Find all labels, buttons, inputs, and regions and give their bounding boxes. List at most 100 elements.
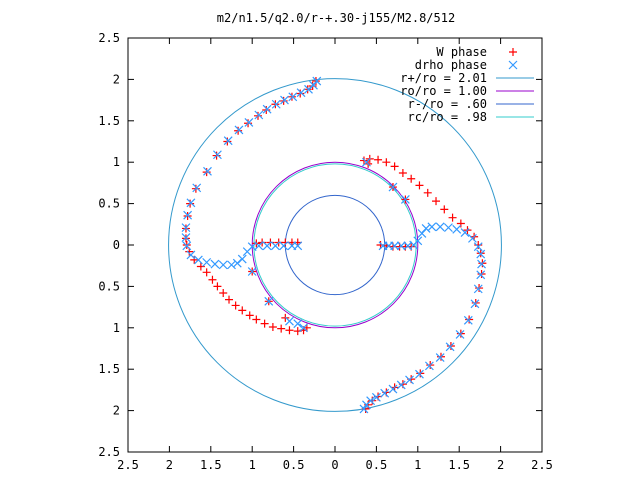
series-1-point-17 bbox=[181, 223, 191, 233]
series-1-point-14 bbox=[192, 183, 202, 193]
legend-label-1: drho phase bbox=[415, 58, 487, 72]
series-0-point-51 bbox=[374, 155, 383, 164]
series-1-point-75 bbox=[378, 241, 388, 251]
series-0-point-23 bbox=[202, 268, 211, 277]
legend-marker-0 bbox=[509, 48, 517, 56]
series-1-point-77 bbox=[388, 182, 398, 192]
series-0-point-34 bbox=[277, 324, 286, 333]
series-0-point-27 bbox=[225, 295, 234, 304]
axis-ticks: 2.5 2 1.5 1 0.5 0 0.5 1 1.5 2 2.52.521.510.500.511… bbox=[98, 31, 553, 472]
x-tick-label-2: 1.5 bbox=[200, 458, 222, 472]
reference-circle-1 bbox=[251, 161, 419, 329]
legend-marker-1 bbox=[508, 60, 518, 70]
series-1-point-9 bbox=[244, 118, 254, 127]
x-tick-label-10: 2.5 bbox=[531, 458, 553, 472]
series-1-point-13 bbox=[203, 166, 212, 176]
series-1-point-20 bbox=[186, 250, 196, 260]
series-1-point-30 bbox=[254, 241, 264, 251]
series-1-point-35 bbox=[293, 241, 303, 251]
series-1-point-65 bbox=[435, 222, 445, 232]
series-0-point-60 bbox=[448, 213, 457, 222]
x-tick-label-9: 2 bbox=[497, 458, 504, 472]
series-1-point-78 bbox=[400, 195, 410, 204]
series-0-point-57 bbox=[423, 188, 432, 197]
series-0-point-24 bbox=[208, 275, 217, 284]
series-1-point-51 bbox=[435, 353, 445, 363]
series-1-point-4 bbox=[288, 92, 298, 102]
series-1-point-59 bbox=[476, 249, 486, 259]
series-0-point-32 bbox=[260, 319, 269, 328]
series-1-point-72 bbox=[396, 241, 406, 251]
series-1-point-12 bbox=[212, 150, 222, 160]
x-tick-label-7: 1 bbox=[414, 458, 421, 472]
series-1-point-3 bbox=[296, 88, 306, 98]
series-0-point-28 bbox=[231, 301, 240, 310]
series-1-point-2 bbox=[304, 84, 313, 94]
series-0-point-21 bbox=[190, 255, 199, 264]
series-1-point-47 bbox=[396, 380, 406, 390]
series-1-point-45 bbox=[380, 388, 390, 398]
series-0-point-22 bbox=[196, 262, 205, 271]
series-0-point-55 bbox=[407, 174, 416, 183]
series-1-point-40 bbox=[247, 267, 257, 276]
series-1-point-6 bbox=[271, 99, 281, 109]
series-1-point-54 bbox=[463, 315, 473, 325]
series-1-point-49 bbox=[415, 369, 424, 379]
reference-circles bbox=[168, 78, 502, 412]
chart-title: m2/n1.5/q2.0/r-+.30-j155/M2.8/512 bbox=[217, 11, 455, 25]
y-tick-label-4: 0.5 bbox=[98, 197, 120, 211]
x-tick-label-5: 0 bbox=[331, 458, 338, 472]
series-1-point-76 bbox=[362, 157, 371, 167]
series-1-point-16 bbox=[183, 210, 193, 220]
legend-label-5: rc/ro = .98 bbox=[408, 110, 487, 124]
series-1-point-50 bbox=[424, 361, 434, 371]
series-1-point-52 bbox=[445, 342, 455, 352]
series-0-point-82 bbox=[364, 400, 373, 409]
series-1-point-53 bbox=[455, 329, 465, 339]
series-0-point-56 bbox=[415, 181, 424, 190]
series-1-point-27 bbox=[237, 254, 247, 264]
series-0-point-61 bbox=[456, 219, 465, 228]
series-1-point-5 bbox=[280, 95, 289, 105]
series-1-point-43 bbox=[366, 396, 376, 406]
series-1-point-60 bbox=[473, 242, 483, 252]
y-tick-label-7: 1 bbox=[113, 321, 120, 335]
legend-label-2: r+/ro = 2.01 bbox=[400, 71, 487, 85]
series-1-point-41 bbox=[359, 404, 369, 414]
series-1-point-18 bbox=[181, 233, 191, 242]
y-tick-label-8: 1.5 bbox=[98, 362, 120, 376]
x-tick-label-3: 1 bbox=[249, 458, 256, 472]
series-0-point-31 bbox=[252, 315, 261, 324]
series-0-point-54 bbox=[398, 168, 407, 177]
series-1-point-38 bbox=[285, 316, 294, 326]
y-tick-label-1: 2 bbox=[113, 72, 120, 86]
y-tick-label-3: 1 bbox=[113, 155, 120, 169]
series-1-point-37 bbox=[293, 319, 303, 329]
series-1-point-46 bbox=[388, 384, 398, 394]
series-0-point-52 bbox=[382, 158, 391, 167]
series-1-point-48 bbox=[405, 375, 414, 385]
series-0-point-33 bbox=[268, 322, 277, 331]
series-1-point-24 bbox=[218, 260, 228, 270]
x-tick-label-4: 0.5 bbox=[283, 458, 305, 472]
y-tick-label-0: 2.5 bbox=[98, 31, 120, 45]
series-1-point-22 bbox=[202, 257, 212, 267]
series-1-point-39 bbox=[264, 296, 274, 306]
series-1-point-71 bbox=[403, 241, 413, 251]
series-1-point-8 bbox=[254, 110, 264, 120]
series-1-point-21 bbox=[193, 255, 203, 265]
x-tick-label-1: 2 bbox=[166, 458, 173, 472]
series-1-point-66 bbox=[427, 222, 437, 232]
legend-label-3: ro/ro = 1.00 bbox=[400, 84, 487, 98]
series-1-point-25 bbox=[227, 260, 236, 270]
legend-label-4: r-/ro = .60 bbox=[408, 97, 487, 111]
series-1-point-55 bbox=[470, 299, 480, 309]
series-1-point-23 bbox=[210, 259, 220, 269]
y-tick-label-10: 2.5 bbox=[98, 445, 120, 459]
series-1-point-11 bbox=[223, 136, 233, 146]
series-1-point-61 bbox=[468, 233, 477, 243]
series-1-point-31 bbox=[262, 241, 272, 251]
series-1-point-68 bbox=[417, 228, 427, 238]
series-0-point-53 bbox=[390, 162, 399, 171]
